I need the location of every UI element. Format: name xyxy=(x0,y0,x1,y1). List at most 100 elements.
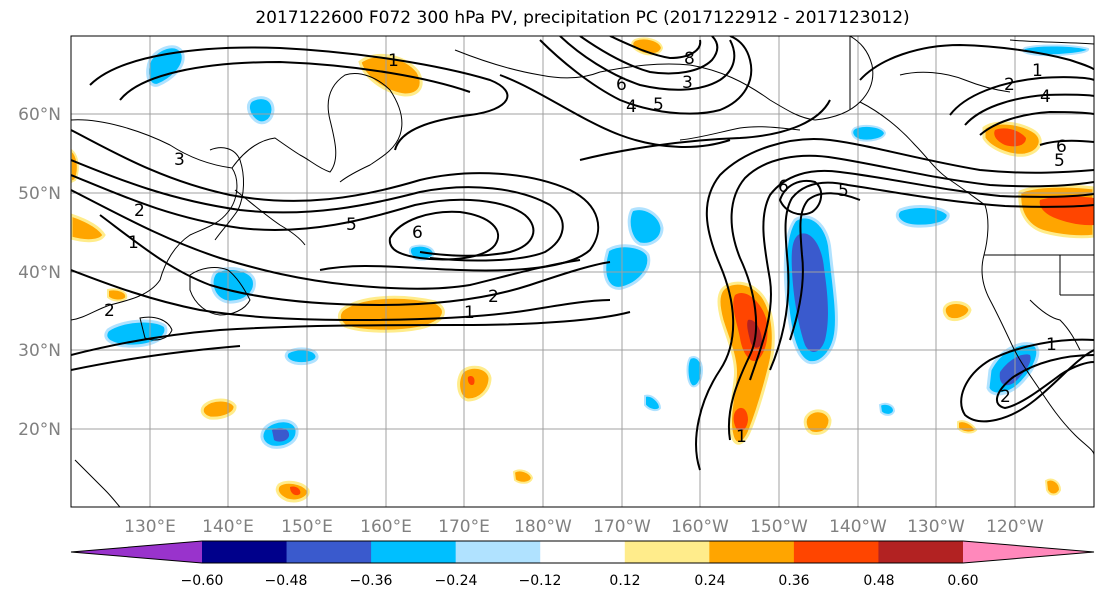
colorbar-segment xyxy=(624,541,710,563)
contour-label: 1 xyxy=(1046,335,1057,355)
precip-blob xyxy=(895,205,950,228)
precip-blob xyxy=(878,402,896,416)
precip-blob xyxy=(246,96,275,125)
colorbar-tick-label: 0.60 xyxy=(947,573,978,589)
contour-label: 5 xyxy=(346,215,357,235)
colorbar-tick-label: −0.36 xyxy=(350,573,393,589)
lon-label: 140°W xyxy=(829,517,887,537)
colorbar-outline xyxy=(70,540,1095,564)
contour-label: 6 xyxy=(412,223,423,243)
colorbar-tick-label: 0.48 xyxy=(863,573,894,589)
lon-label: 120°W xyxy=(986,517,1044,537)
precip-blob xyxy=(71,213,106,243)
contour-label: 4 xyxy=(626,97,637,117)
contour-label: 5 xyxy=(653,95,664,115)
lon-label: 150°W xyxy=(750,517,808,537)
colorbar-tick-label: −0.24 xyxy=(435,573,478,589)
colorbar-tick-label: −0.12 xyxy=(519,573,562,589)
lon-label: 170°W xyxy=(593,517,651,537)
coastlines xyxy=(71,36,1094,507)
colorbar-tick-label: 0.36 xyxy=(778,573,809,589)
precip-blob xyxy=(803,409,832,435)
contour-label: 2 xyxy=(1004,75,1015,95)
colorbar-tick-label: −0.48 xyxy=(265,573,308,589)
colorbar-segment xyxy=(540,541,626,563)
lon-label: 180°W xyxy=(514,517,572,537)
lon-label: 170°E xyxy=(438,517,490,537)
precip-blob xyxy=(733,407,748,432)
lon-label: 160°W xyxy=(671,517,729,537)
map-frame xyxy=(70,35,1095,508)
contour-label: 1 xyxy=(388,51,399,71)
precip-blob xyxy=(747,319,762,348)
lat-label-60n: 60°N xyxy=(18,105,61,125)
contour-labels: 1 3 5 6 2 1 2 1 6 4 8 3 5 6 5 1 2 4 6 5 … xyxy=(104,49,1067,447)
colorbar-ticks: −0.60 −0.48 −0.36 −0.24 −0.12 0.12 0.24 … xyxy=(181,573,979,589)
precip-blob xyxy=(791,233,828,352)
colorbar-tick-label: 0.12 xyxy=(609,573,640,589)
lon-label: 130°W xyxy=(907,517,965,537)
lon-label: 160°E xyxy=(360,517,412,537)
contour-label: 1 xyxy=(736,427,747,447)
lon-labels: 130°E 140°E 150°E 160°E 170°E 180°W 170°… xyxy=(124,517,1044,537)
colorbar-tick-label: 0.24 xyxy=(694,573,725,589)
precip-blob xyxy=(994,128,1026,147)
contour-label: 2 xyxy=(488,287,499,307)
precip-blob xyxy=(71,148,79,184)
precip-blob xyxy=(104,319,168,348)
colorbar-extend-high xyxy=(963,541,1094,563)
colorbar-segment xyxy=(878,541,964,563)
pv-contours xyxy=(71,36,1094,471)
gridlines xyxy=(71,36,1094,507)
precip-blob xyxy=(284,347,319,366)
colorbar-segment xyxy=(455,541,541,563)
precip-blob xyxy=(358,53,423,97)
contour-label: 1 xyxy=(464,303,475,323)
colorbar-segment xyxy=(793,541,879,563)
contour-label: 6 xyxy=(1056,137,1067,157)
contour-label: 6 xyxy=(616,75,627,95)
contour-label: 5 xyxy=(1054,151,1065,171)
precip-blob xyxy=(1044,478,1062,496)
lat-label-50n: 50°N xyxy=(18,184,61,204)
lat-label-30n: 30°N xyxy=(18,341,61,361)
colorbar-segment xyxy=(202,541,288,563)
precip-blob xyxy=(457,365,492,402)
precip-blob xyxy=(107,288,128,302)
contour-label: 2 xyxy=(104,301,115,321)
contour-label: 2 xyxy=(1000,387,1011,407)
contour-label: 4 xyxy=(1040,87,1051,107)
contour-label: 3 xyxy=(174,150,185,170)
contour-label: 2 xyxy=(134,201,145,221)
precip-blob xyxy=(512,469,534,484)
precip-blob xyxy=(272,428,290,442)
precip-blob xyxy=(686,356,704,388)
precip-blob xyxy=(1039,196,1094,226)
contour-label: 8 xyxy=(684,49,695,69)
lon-label: 130°E xyxy=(124,517,176,537)
precip-blob xyxy=(627,207,664,246)
precip-blob xyxy=(467,375,475,386)
colorbar-extend-low xyxy=(71,541,202,563)
contour-label: 5 xyxy=(838,181,849,201)
contour-label: 1 xyxy=(128,233,139,253)
precip-blob xyxy=(851,124,887,142)
colorbar-segment xyxy=(709,541,795,563)
precip-blob xyxy=(957,420,978,434)
colorbar-tick-label: −0.60 xyxy=(181,573,224,589)
contour-label: 3 xyxy=(682,73,693,93)
precip-blob xyxy=(644,394,662,412)
contour-label: 6 xyxy=(778,177,789,197)
precip-blob xyxy=(290,486,301,496)
lat-label-20n: 20°N xyxy=(18,420,61,440)
colorbar-segment xyxy=(286,541,372,563)
colorbar-segment xyxy=(371,541,457,563)
precip-blob xyxy=(1022,44,1090,57)
lon-label: 140°E xyxy=(202,517,254,537)
precip-blob xyxy=(942,301,972,322)
map-title: 2017122600 F072 300 hPa PV, precipitatio… xyxy=(255,8,910,28)
lat-labels: 60°N 50°N 40°N 30°N 20°N xyxy=(18,105,61,440)
lon-label: 150°E xyxy=(281,517,333,537)
colorbar xyxy=(70,540,1095,564)
